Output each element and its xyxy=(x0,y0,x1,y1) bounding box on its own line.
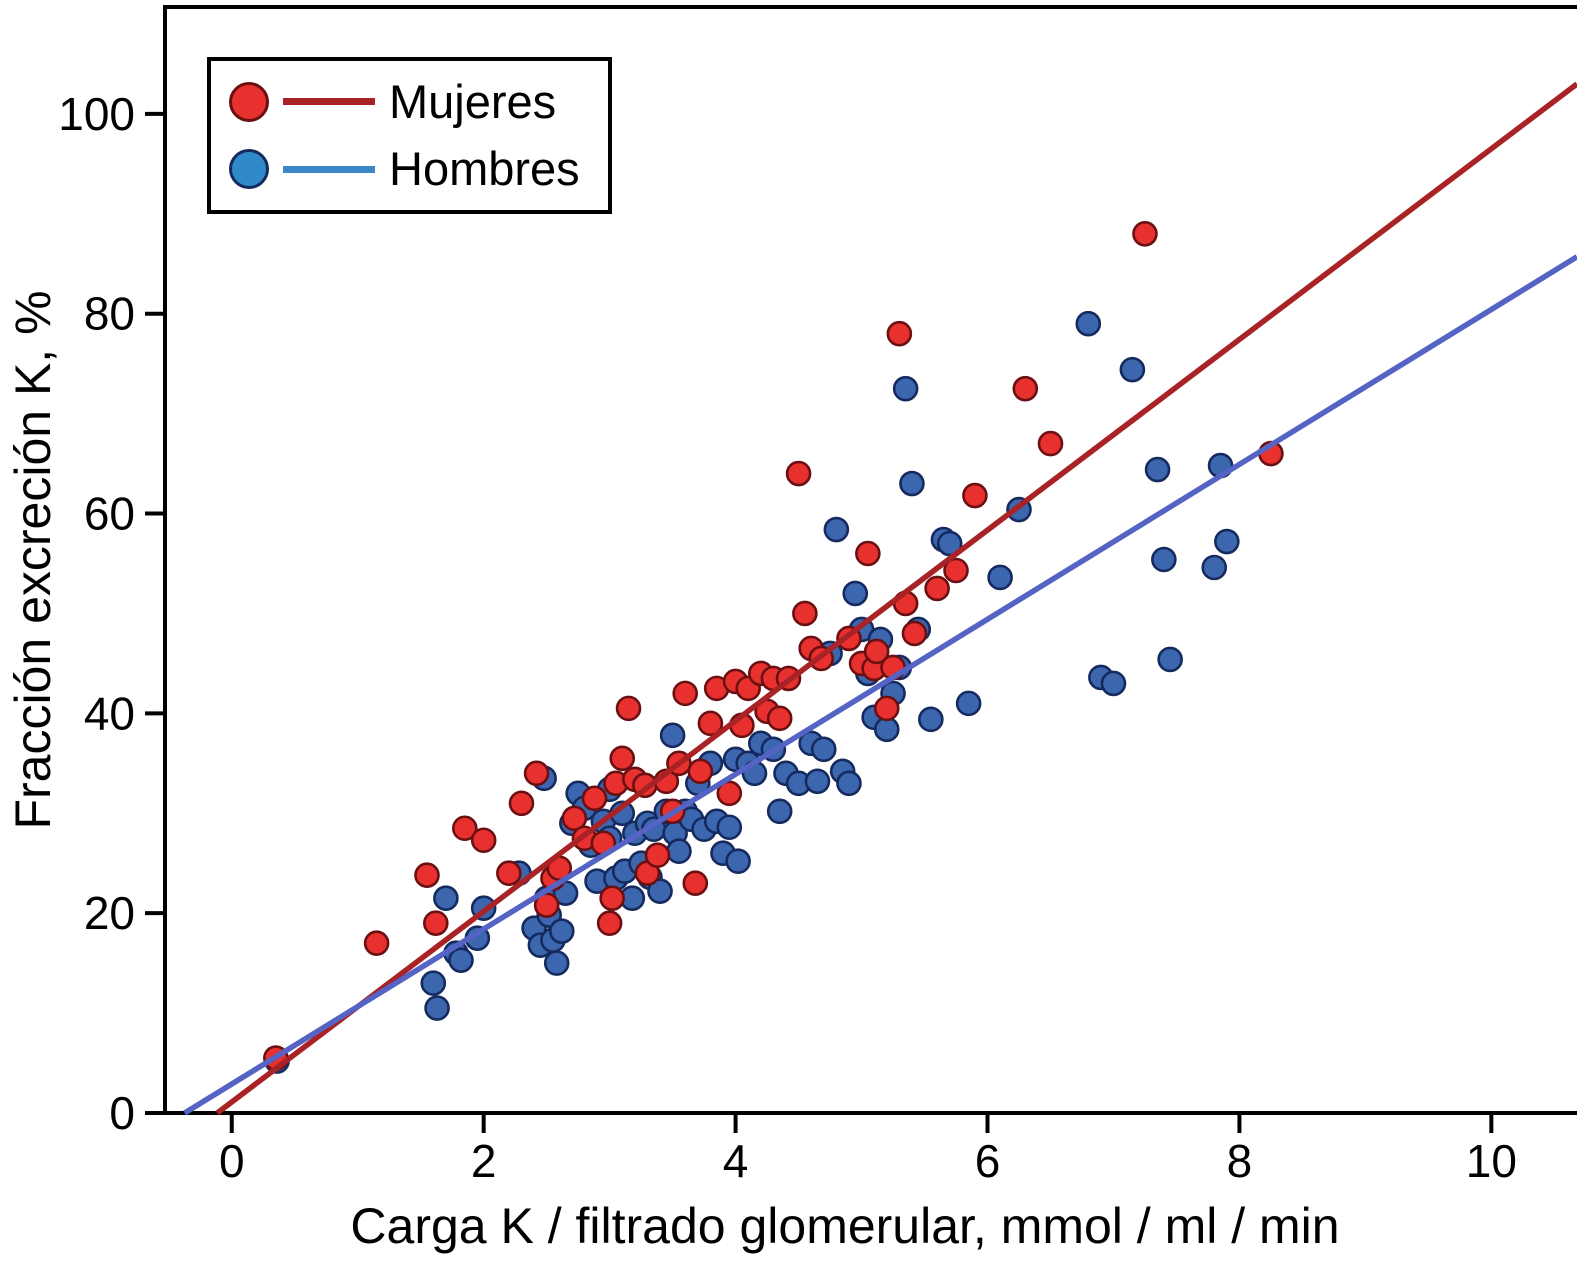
legend: Mujeres Hombres xyxy=(207,57,612,214)
mujeres-marker-icon xyxy=(229,81,269,122)
svg-text:8: 8 xyxy=(1227,1135,1253,1187)
svg-text:10: 10 xyxy=(1466,1135,1517,1187)
svg-text:100: 100 xyxy=(58,88,135,140)
legend-item-hombres: Hombres xyxy=(229,142,580,196)
x-axis-title: Carga K / filtrado glomerular, mmol / ml… xyxy=(350,1198,1339,1254)
legend-label-hombres: Hombres xyxy=(389,142,580,196)
svg-text:60: 60 xyxy=(84,488,135,540)
svg-text:0: 0 xyxy=(219,1135,245,1187)
mujeres-trend-line-icon xyxy=(283,98,375,106)
svg-text:0: 0 xyxy=(109,1087,135,1139)
svg-text:20: 20 xyxy=(84,887,135,939)
svg-text:4: 4 xyxy=(723,1135,749,1187)
hombres-marker-icon xyxy=(229,149,269,190)
svg-text:2: 2 xyxy=(471,1135,497,1187)
legend-label-mujeres: Mujeres xyxy=(389,75,557,128)
svg-text:6: 6 xyxy=(975,1135,1001,1187)
svg-text:40: 40 xyxy=(84,687,135,739)
legend-item-mujeres: Mujeres xyxy=(229,77,580,126)
y-axis-title: Fracción excreción K, % xyxy=(5,290,61,829)
hombres-trend-line-icon xyxy=(283,165,375,173)
svg-text:80: 80 xyxy=(84,288,135,340)
